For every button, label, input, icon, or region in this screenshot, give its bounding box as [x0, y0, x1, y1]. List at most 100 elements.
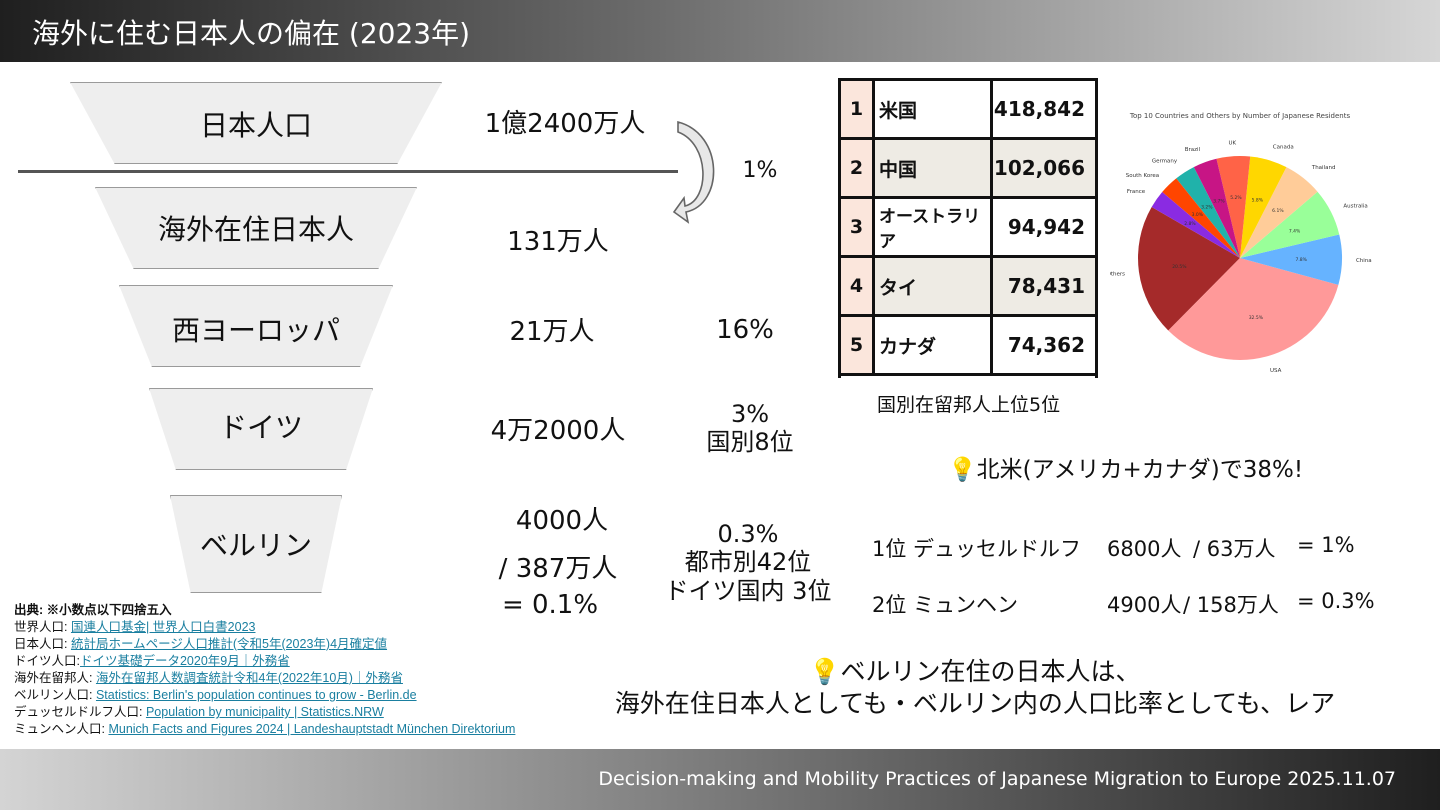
funnel-label-japan: 日本人口 [199, 109, 312, 142]
pie-category-label: Canada [1273, 145, 1294, 151]
table-row: 5 カナダ 74,362 [841, 317, 1095, 376]
ratio-berlin-percent: 0.3% [717, 520, 779, 548]
table-row: 4 タイ 78,431 [841, 258, 1095, 317]
pie-slice-australia [1240, 191, 1340, 258]
city-count: 4900人 [1107, 593, 1182, 617]
source-item: ミュンヘン人口: Munich Facts and Figures 2024 |… [14, 721, 515, 738]
rank-count: 102,066 [993, 156, 1085, 180]
source-item: ベルリン人口: Statistics: Berlin's population … [14, 687, 515, 704]
funnel-label-overseas: 海外在住日本人 [157, 213, 354, 246]
pie-category-label: UK [1229, 140, 1237, 146]
pie-percent-label: 7.4% [1289, 228, 1301, 234]
conclusion-note: 💡ベルリン在住の日本人は、 海外在住日本人としても・ベルリン内の人口比率としても… [560, 656, 1390, 720]
pie-percent-label: 2.8% [1184, 221, 1196, 227]
pie-chart-svg: Others 20.5% USA 32.5% China 7.8% Australia 7.4… [1110, 140, 1372, 374]
ratio-berlin-germany-rank: ドイツ国内 3位 [664, 576, 832, 605]
rank-country: オーストラリア [875, 199, 993, 255]
ratio-germany: 3% 国別8位 [680, 400, 820, 457]
funnel-step-overseas [95, 187, 417, 269]
pie-slice-brazil [1193, 158, 1240, 258]
source-item: 海外在留邦人: 海外在留邦人数調査統計令和4年(2022年10月)｜外務省 [14, 670, 515, 687]
pie-percent-label: 5.2% [1230, 195, 1242, 201]
pie-slice-canada [1240, 156, 1287, 258]
pie-category-label: Germany [1152, 159, 1178, 165]
rank-number: 2 [841, 140, 875, 196]
ranking-caption: 国別在留邦人上位5位 [877, 394, 1061, 416]
ratio-berlin-city-rank: 都市別42位 [684, 548, 812, 577]
rank-country: カナダ [875, 317, 993, 373]
pie-category-label: South Korea [1126, 173, 1159, 179]
source-label: 日本人口: [14, 637, 71, 651]
value-berlin-ratio: = 0.1% [501, 590, 599, 620]
rank-number: 1 [841, 81, 875, 137]
city-count: 6800人 [1107, 537, 1182, 561]
table-row: 2 中国 102,066 [841, 140, 1095, 199]
pie-slice-france [1151, 192, 1240, 258]
ratio-germany-rank: 国別8位 [706, 428, 794, 457]
sources-heading: 出典: ※小数点以下四捨五入 [14, 603, 172, 617]
pie-category-label: USA [1270, 368, 1282, 374]
source-label: ミュンヘン人口: [14, 722, 109, 736]
source-label: デュッセルドルフ人口: [14, 705, 146, 719]
pie-percent-label: 3.2% [1201, 205, 1213, 211]
pie-slice-south-korea [1162, 178, 1240, 258]
source-link[interactable]: 海外在留邦人数調査統計令和4年(2022年10月)｜外務省 [95, 671, 403, 685]
source-link[interactable]: Population by municipality | Statistics.… [145, 705, 384, 719]
pie-percent-label: 3.7% [1213, 199, 1225, 205]
footer-bar: Decision-making and Mobility Practices o… [0, 749, 1440, 810]
city-population: / 63万人 [1193, 537, 1276, 561]
ranking-table: 1 米国 418,842 2 中国 102,066 3 オーストラリア 94,9… [838, 78, 1098, 378]
pie-category-label: France [1127, 189, 1146, 195]
rank-number: 5 [841, 317, 875, 373]
funnel-label-west-europe: 西ヨーロッパ [171, 314, 340, 347]
source-link[interactable]: 統計局ホームページ人口推計(令和5年(2023年)4月確定値 [70, 637, 388, 651]
city-ratio: = 0.3% [1297, 589, 1375, 613]
pie-chart: Top 10 Countries and Others by Number of… [1110, 112, 1390, 382]
ratio-germany-percent: 3% [730, 400, 770, 428]
chart-title: Top 10 Countries and Others by Number of… [1129, 112, 1351, 120]
table-row: 1 米国 418,842 [841, 81, 1095, 140]
rank-number: 3 [841, 199, 875, 255]
pie-percent-label: 32.5% [1249, 315, 1264, 321]
city-population: / 158万人 [1183, 593, 1279, 617]
pie-slice-thailand [1240, 167, 1318, 258]
city-ratio: = 1% [1297, 533, 1355, 557]
city-rank-name: 1位 デュッセルドルフ [872, 537, 1082, 561]
divider-line [18, 170, 678, 173]
value-overseas: 131万人 [507, 227, 609, 257]
source-item: デュッセルドルフ人口: Population by municipality |… [14, 704, 515, 721]
source-label: ベルリン人口: [14, 688, 96, 702]
conclusion-line-2: 海外在住日本人としても・ベルリン内の人口比率としても、レア [614, 689, 1336, 718]
source-label: ドイツ人口: [14, 654, 80, 668]
pie-slice-germany [1176, 167, 1240, 258]
pie-category-label: Brazil [1185, 147, 1201, 153]
source-link[interactable]: Munich Facts and Figures 2024 | Landesha… [108, 722, 516, 736]
funnel-step-germany [149, 388, 373, 470]
value-berlin-count: 4000人 [515, 506, 609, 536]
rank-country: タイ [875, 258, 993, 314]
rank-count: 418,842 [993, 97, 1085, 121]
pie-slice-china [1240, 234, 1342, 285]
conclusion-line-1: 💡ベルリン在住の日本人は、 [809, 657, 1141, 686]
value-berlin-population: / 387万人 [498, 554, 618, 584]
funnel-label-berlin: ベルリン [199, 529, 312, 562]
rank-count: 78,431 [1007, 274, 1085, 298]
source-label: 海外在留邦人: [14, 671, 96, 685]
source-link[interactable]: Statistics: Berlin's population continue… [95, 688, 417, 702]
pie-percent-label: 6.1% [1272, 208, 1284, 214]
city-rank-name: 2位 ミュンヘン [872, 593, 1019, 617]
source-item: 世界人口: 国連人口基金| 世界人口白書2023 [14, 619, 515, 636]
source-link[interactable]: 国連人口基金| 世界人口白書2023 [70, 620, 256, 634]
title-bar: 海外に住む日本人の偏在 (2023年) [0, 0, 1440, 62]
value-germany: 4万2000人 [490, 416, 626, 446]
source-link[interactable]: ドイツ基礎データ2020年9月｜外務省 [79, 654, 290, 668]
source-item: 日本人口: 統計局ホームページ人口推計(令和5年(2023年)4月確定値 [14, 636, 515, 653]
footer-text: Decision-making and Mobility Practices o… [598, 768, 1396, 790]
ratio-overseas: 1% [742, 158, 778, 183]
pie-slice-uk [1216, 156, 1251, 258]
ratio-berlin: 0.3% 都市別42位 ドイツ国内 3位 [658, 520, 838, 605]
pie-percent-label: 5.8% [1252, 197, 1264, 203]
table-row: 3 オーストラリア 94,942 [841, 199, 1095, 258]
rank-count: 74,362 [1007, 333, 1085, 357]
pie-percent-label: 3.0% [1192, 212, 1204, 218]
